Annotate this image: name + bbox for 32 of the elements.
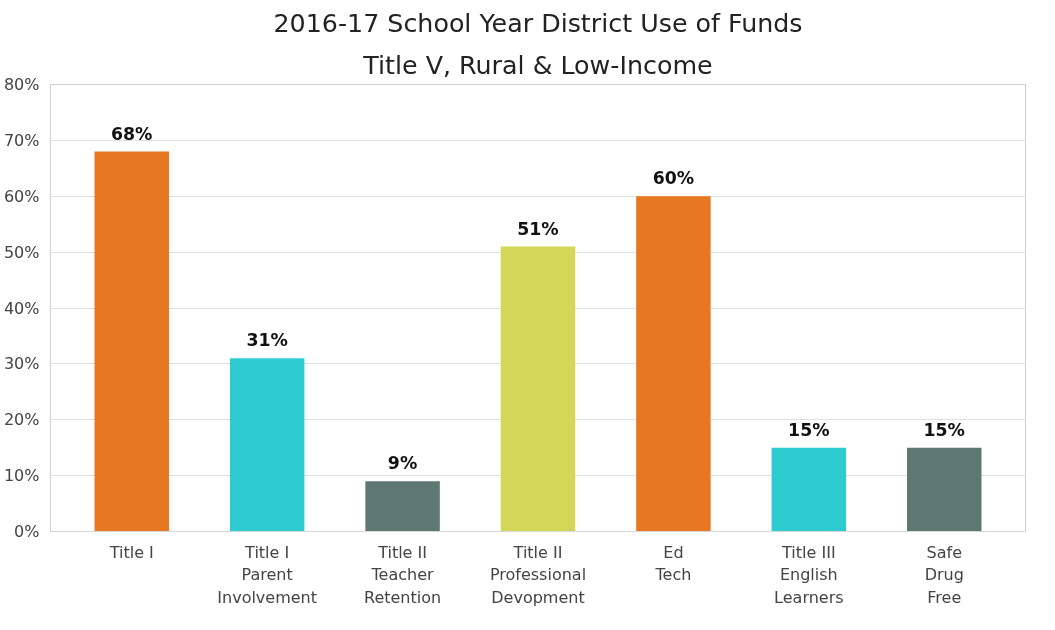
bar [229, 358, 305, 532]
data-label: 15% [788, 419, 830, 440]
data-label: 31% [246, 330, 288, 351]
bar [365, 481, 440, 532]
x-tick-label: Title III English Learners [774, 542, 844, 608]
y-tick-label: 40% [3, 298, 40, 318]
x-tick-label: Title II Teacher Retention [364, 542, 442, 608]
data-label: 51% [517, 218, 559, 239]
x-tick-label: Ed Tech [654, 542, 692, 585]
bar [907, 447, 982, 532]
y-tick-label: 30% [3, 354, 40, 374]
x-tick-label: Title II Professional Devopment [489, 542, 587, 608]
data-label: 15% [923, 419, 965, 440]
x-tick-label: Safe Drug Free [924, 542, 964, 608]
y-tick-label: 60% [3, 186, 40, 206]
x-tick-label: Title I [108, 542, 154, 562]
x-tick-label: Title I Parent Involvement [217, 542, 318, 608]
y-tick-label: 70% [3, 130, 40, 150]
bar [500, 246, 576, 532]
bar [636, 196, 711, 532]
chart-title: 2016-17 School Year District Use of Funds [273, 7, 803, 38]
chart-subtitle: Title V, Rural & Low-Income [362, 49, 713, 80]
data-label: 60% [652, 168, 695, 189]
bar [771, 447, 847, 532]
y-tick-label: 80% [3, 75, 40, 94]
data-label: 68% [111, 123, 153, 144]
y-tick-label: 20% [3, 410, 40, 430]
y-tick-label: 50% [3, 242, 40, 262]
data-label: 9% [387, 453, 418, 474]
bar [94, 151, 169, 532]
y-tick-label: 0% [14, 522, 40, 541]
y-tick-label: 10% [3, 466, 40, 486]
